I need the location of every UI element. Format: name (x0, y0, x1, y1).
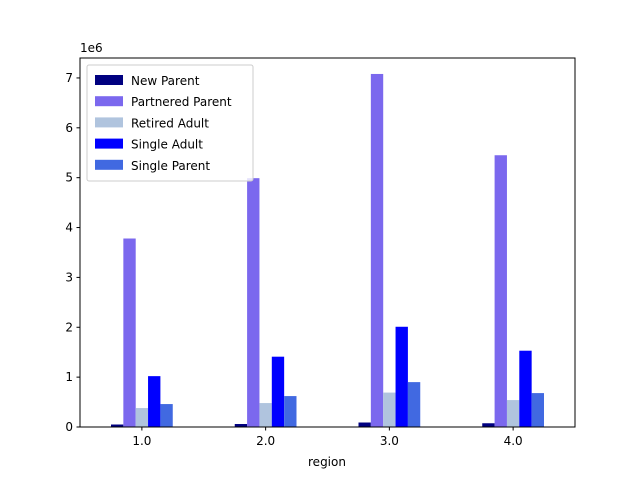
y-axis-offset-label: 1e6 (80, 41, 103, 55)
bar-single-parent-3.0 (407, 382, 421, 427)
legend-swatch (95, 138, 123, 149)
legend: New Parent Partnered Parent Retired Adult S… (86, 64, 254, 182)
x-tick-label: 2.0 (256, 434, 275, 448)
bar-partnered-parent-1.0 (123, 238, 136, 427)
legend-swatch (95, 75, 123, 85)
legend-box (86, 64, 254, 182)
bar-single-adult-3.0 (395, 326, 408, 427)
y-tick-label: 3 (65, 270, 73, 284)
y-tick-label: 7 (65, 71, 73, 85)
x-axis-label: region (308, 455, 346, 469)
plot-area-frame (79, 57, 576, 428)
bars-layer (111, 73, 544, 428)
x-tick-label: 4.0 (504, 434, 523, 448)
y-axis: 0 1 2 3 4 5 6 7 (65, 71, 80, 434)
legend-swatch (95, 159, 123, 170)
bar-new-parent-4.0 (482, 423, 495, 427)
y-tick-label: 0 (65, 420, 73, 434)
x-axis: 1.0 2.0 3.0 4.0 (132, 427, 523, 448)
x-tick-label: 3.0 (380, 434, 399, 448)
bar-partnered-parent-4.0 (494, 155, 507, 428)
y-tick-label: 5 (65, 171, 73, 185)
bar-single-parent-2.0 (284, 396, 297, 427)
y-tick-label: 2 (65, 320, 73, 334)
bar-retired-adult-1.0 (135, 408, 149, 427)
legend-label: New Parent (131, 74, 200, 88)
bar-retired-adult-2.0 (259, 403, 272, 427)
legend-label: Partnered Parent (131, 95, 232, 109)
legend-label: Single Parent (131, 159, 210, 173)
x-tick-label: 1.0 (132, 434, 151, 448)
bar-single-adult-4.0 (519, 350, 532, 427)
legend-swatch (95, 117, 123, 128)
bar-retired-adult-4.0 (506, 400, 520, 427)
bar-new-parent-1.0 (111, 424, 124, 427)
bar-single-parent-4.0 (531, 393, 544, 427)
y-tick-label: 6 (65, 121, 73, 135)
legend-label: Retired Adult (131, 116, 209, 130)
y-tick-label: 1 (65, 370, 73, 384)
legend-label: Single Adult (131, 138, 203, 152)
bar-retired-adult-3.0 (383, 392, 396, 427)
bar-single-adult-1.0 (148, 376, 161, 427)
bar-new-parent-3.0 (358, 422, 371, 427)
bar-single-parent-1.0 (160, 404, 173, 427)
bar-new-parent-2.0 (234, 424, 248, 427)
bar-partnered-parent-3.0 (370, 73, 384, 428)
y-tick-label: 4 (65, 221, 73, 235)
bar-single-adult-2.0 (271, 356, 285, 427)
bar-partnered-parent-2.0 (247, 178, 260, 427)
legend-swatch (95, 96, 123, 107)
